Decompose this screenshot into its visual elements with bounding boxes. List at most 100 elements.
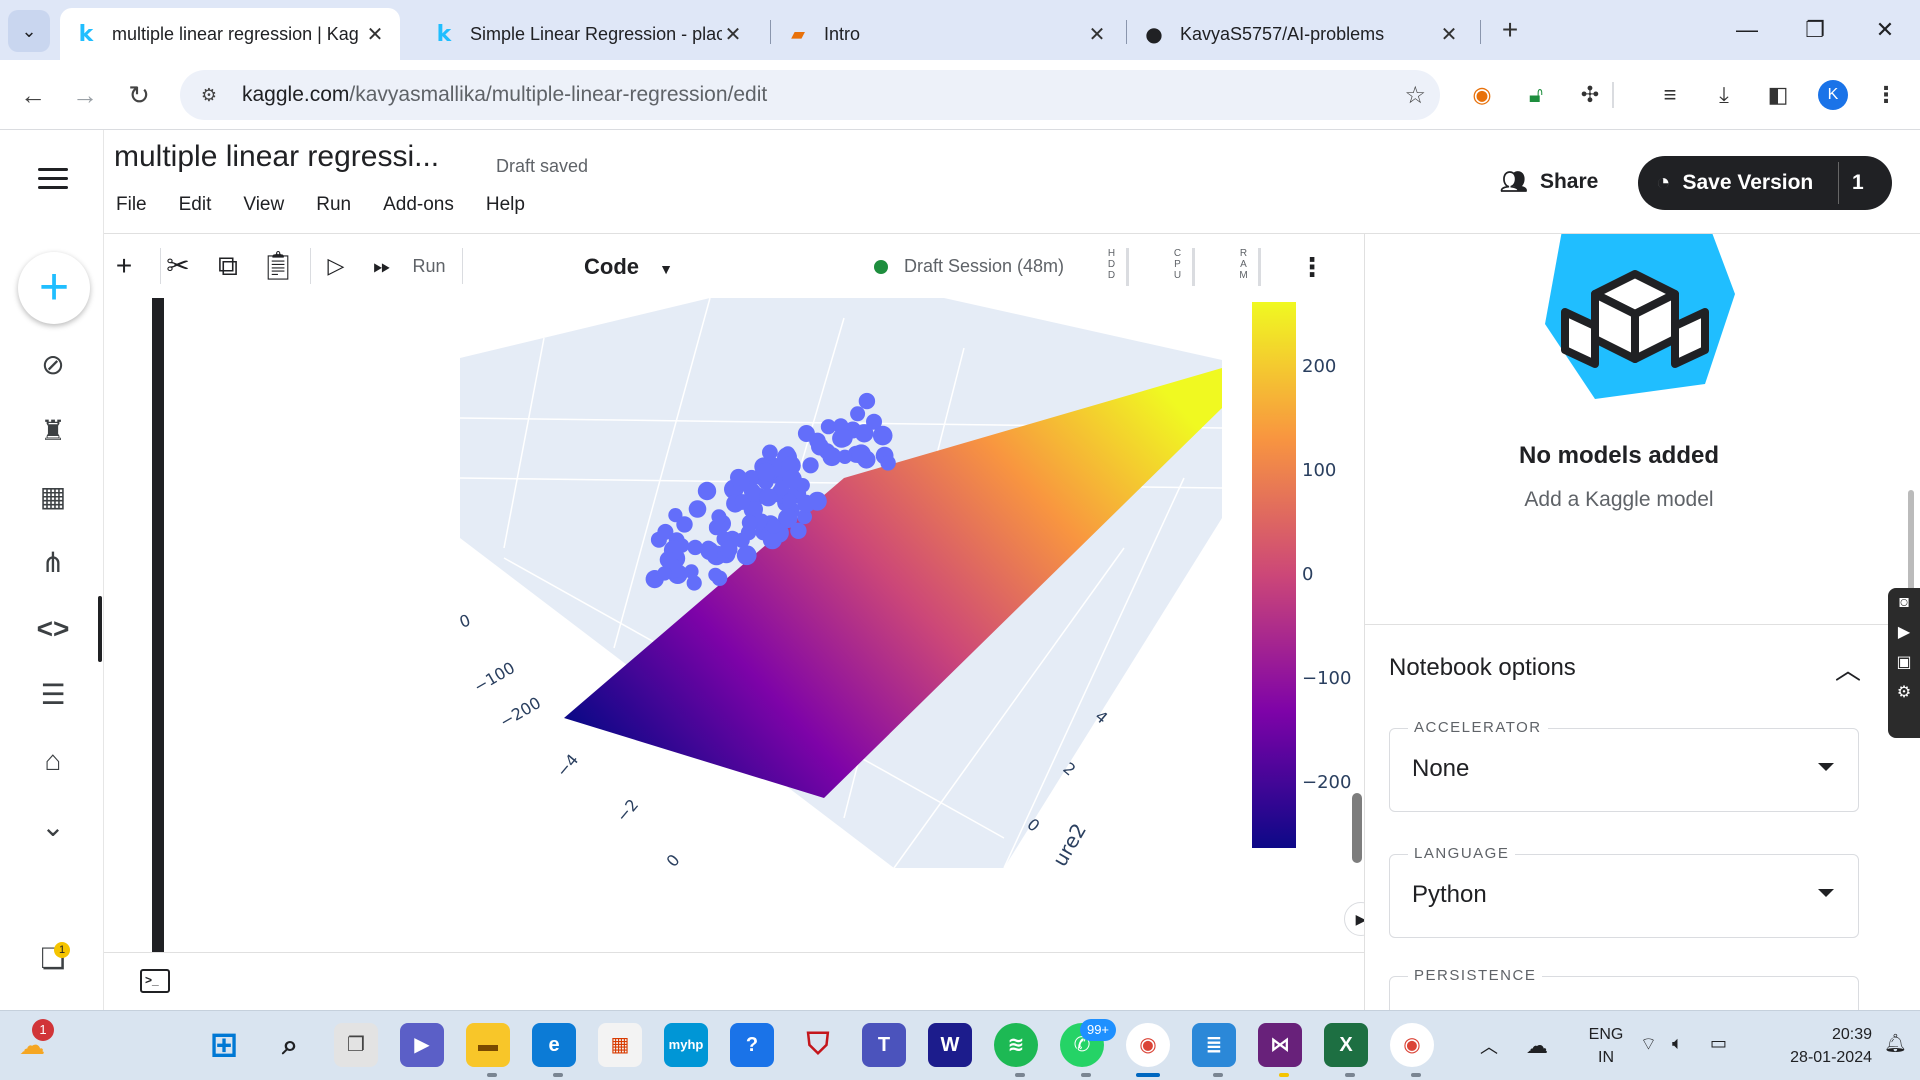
forward-button[interactable]: → [72, 80, 98, 110]
recent-items-icon[interactable]: ❏ [40, 943, 66, 974]
wifi-icon[interactable]: ⌔ [1640, 1034, 1657, 1054]
store-icon[interactable]: ▦ [598, 1023, 642, 1067]
extensions-puzzle-icon[interactable]: ✣ [1580, 82, 1600, 107]
teams-icon[interactable]: T [862, 1023, 906, 1067]
video-icon[interactable]: ▶ [1897, 624, 1911, 641]
menu-file[interactable]: File [116, 194, 147, 215]
more-options-icon[interactable]: ⋮ [1299, 252, 1325, 282]
share-button[interactable]: 👥︎ Share [1500, 160, 1598, 204]
menu-add-ons[interactable]: Add-ons [383, 194, 454, 215]
profile-avatar[interactable]: K [1818, 80, 1848, 110]
new-tab-button[interactable]: + [1501, 14, 1519, 45]
notebook-cell[interactable]: 0 −100 −200 −4 −2 0 4 2 0 ure2 200 100 0… [104, 298, 1364, 952]
edge-icon[interactable]: e [532, 1023, 576, 1067]
close-icon[interactable]: ✕ [1440, 23, 1458, 46]
minimize-button[interactable]: — [1736, 17, 1758, 42]
paste-icon[interactable]: 📋︎ [260, 250, 296, 281]
compass-icon[interactable]: ⊘ [41, 349, 65, 380]
copy-icon[interactable]: ⧉ [218, 250, 238, 281]
tab-simple-linear-regression[interactable]: k Simple Linear Regression - plac ✕ [418, 8, 758, 60]
onedrive-icon[interactable]: ☁ [1526, 1033, 1548, 1058]
cut-icon[interactable]: ✂ [166, 250, 190, 281]
site-settings-icon[interactable]: ⚙ [200, 85, 218, 105]
models-icon[interactable]: ⋔ [41, 547, 65, 578]
trophy-icon[interactable]: ♜ [40, 415, 66, 446]
close-icon[interactable]: ✕ [366, 23, 384, 46]
run-all-label[interactable]: Run All [412, 256, 446, 316]
bookmark-star-icon[interactable]: ☆ [1404, 81, 1426, 109]
accelerator-select[interactable]: ACCELERATOR None [1389, 719, 1859, 812]
tab-github-ai-problems[interactable]: ● KavyaS5757/AI-problems ✕ [1128, 8, 1474, 60]
hamburger-menu-icon[interactable] [38, 168, 68, 195]
volume-icon[interactable]: 🔈︎ [1672, 1033, 1683, 1053]
excel-icon[interactable]: X [1324, 1023, 1368, 1067]
chevron-down-icon[interactable]: ⌄ [41, 811, 65, 842]
version-count[interactable]: 1 [1852, 171, 1864, 194]
menu-help[interactable]: Help [485, 194, 525, 215]
discussion-icon[interactable]: ☰ [40, 679, 66, 710]
mcafee-icon[interactable]: ⛉ [806, 1028, 830, 1061]
spotify-icon[interactable]: ≋ [994, 1023, 1038, 1067]
battery-icon[interactable]: ▭ [1710, 1033, 1728, 1053]
language-select[interactable]: LANGUAGE Python [1389, 845, 1859, 938]
console-icon[interactable]: >_ [140, 969, 170, 993]
input-language[interactable]: ENG IN [1578, 1023, 1634, 1069]
myhp-icon[interactable]: myhp [664, 1023, 708, 1067]
media-controls-icon[interactable]: ≡ [1663, 82, 1677, 107]
notebook-scrollbar-thumb[interactable] [1352, 793, 1362, 863]
code-icon[interactable]: <> [36, 613, 70, 644]
search-icon[interactable]: ⌕ [282, 1029, 298, 1060]
run-all-icon[interactable]: ⏩︎ [373, 253, 391, 278]
menu-edit[interactable]: Edit [178, 194, 212, 215]
url-text[interactable]: kaggle.com/kavyasmallika/multiple-linear… [242, 83, 767, 107]
windows-start-icon[interactable]: ⊞ [209, 1026, 239, 1064]
notebook-options-header[interactable]: Notebook options [1389, 654, 1576, 681]
cell-type-select[interactable]: Code ▼ [584, 254, 673, 280]
close-window-button[interactable]: ✕ [1875, 17, 1895, 42]
settings-gear-icon[interactable]: ⚙ [1896, 684, 1912, 701]
side-panel-icon[interactable]: ◧ [1767, 82, 1789, 107]
gallery-icon[interactable]: ▣ [1896, 654, 1912, 671]
chrome-menu-icon[interactable]: ⋮ [1875, 82, 1897, 107]
chevron-up-icon[interactable]: ︿ [1480, 1037, 1498, 1057]
back-button[interactable]: ← [20, 80, 46, 110]
run-cell-icon[interactable]: ▷ [327, 253, 345, 278]
notifications-icon[interactable]: 🔔︎ [1884, 1033, 1907, 1053]
task-view-icon[interactable]: ❐ [334, 1023, 378, 1067]
file-explorer-icon[interactable]: ▬ [466, 1023, 510, 1067]
tab-intro[interactable]: ▰ Intro ✕ [772, 8, 1122, 60]
system-clock[interactable]: 20:39 28-01-2024 [1762, 1023, 1872, 1069]
camera-icon[interactable]: ◙ [1899, 594, 1909, 611]
menu-view[interactable]: View [243, 194, 285, 215]
visual-studio-icon[interactable]: ⋈ [1258, 1023, 1302, 1067]
add-cell-button[interactable]: + [115, 250, 133, 281]
address-bar[interactable]: ⚙ kaggle.com/kavyasmallika/multiple-line… [180, 70, 1440, 120]
restore-button[interactable]: ❐ [1805, 17, 1825, 42]
lock-extension-icon[interactable]: 🔓︎ [1528, 82, 1544, 107]
chevron-up-icon[interactable]: ︿ [1835, 655, 1862, 685]
side-panel-scrollbar[interactable] [1908, 490, 1914, 610]
chrome-profile-icon[interactable]: ◉ [1390, 1023, 1434, 1067]
close-icon[interactable]: ✕ [724, 23, 742, 46]
table-icon[interactable]: ▦ [39, 481, 67, 512]
notebook-title[interactable]: multiple linear regressi... [114, 140, 440, 173]
menu-run[interactable]: Run [316, 194, 352, 215]
learn-icon[interactable]: ⌂ [44, 745, 62, 776]
downloads-icon[interactable]: ⤓ [1719, 82, 1729, 107]
chat-app-icon[interactable]: ▶ [400, 1023, 444, 1067]
close-icon[interactable]: ✕ [1088, 23, 1106, 46]
save-version-button[interactable]: ◔ Save Version 1 [1638, 156, 1892, 210]
tab-kaggle-multiple-linear-regression[interactable]: k multiple linear regression | Kag ✕ [60, 8, 400, 60]
tab-search-button[interactable]: ⌄ [8, 10, 50, 52]
help-icon[interactable]: ? [730, 1023, 774, 1067]
create-button[interactable]: + [18, 252, 90, 324]
notepad-icon[interactable]: ≣ [1192, 1023, 1236, 1067]
app-w-icon[interactable]: W [928, 1023, 972, 1067]
extension-icon[interactable]: ◉ [1472, 82, 1492, 107]
session-status[interactable]: Draft Session (48m) [874, 256, 1064, 277]
chrome-icon[interactable]: ◉ [1126, 1023, 1170, 1067]
plotly-3d-surface-plot[interactable]: 0 −100 −200 −4 −2 0 4 2 0 ure2 200 100 0… [444, 298, 1364, 868]
persistence-select[interactable]: PERSISTENCE [1389, 967, 1859, 1010]
reload-button[interactable]: ↻ [128, 80, 150, 110]
add-model-link[interactable]: Add a Kaggle model [1524, 488, 1714, 511]
